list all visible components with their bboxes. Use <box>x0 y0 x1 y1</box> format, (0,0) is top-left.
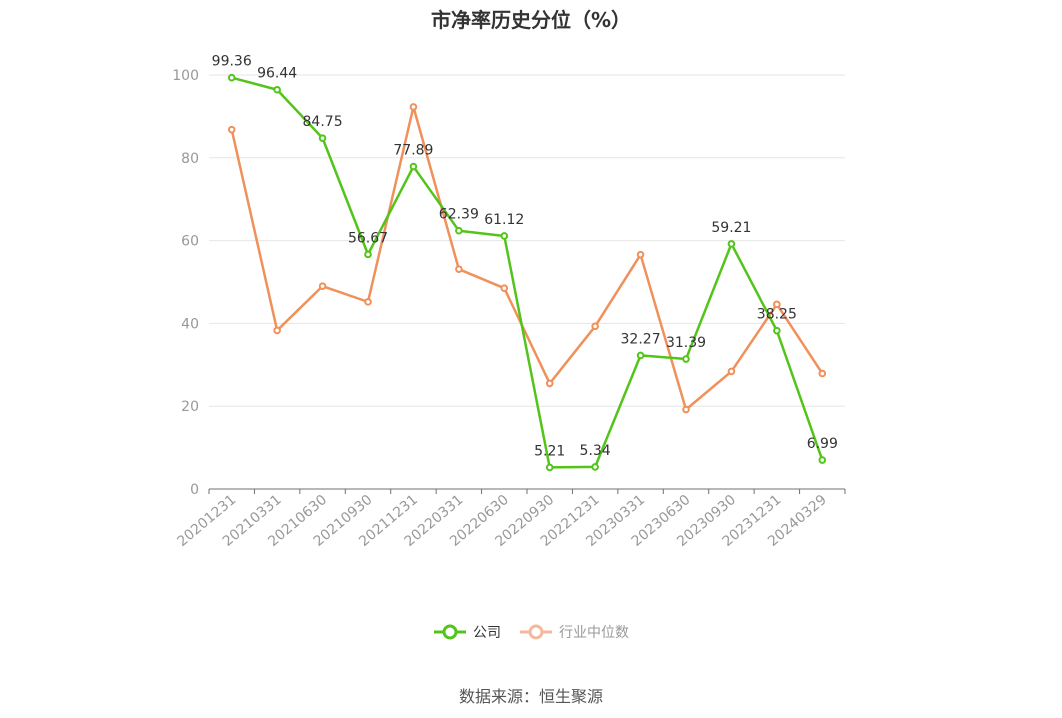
industry-point[interactable] <box>409 103 418 111</box>
company-point[interactable] <box>636 351 645 360</box>
company-data-label: 96.44 <box>257 66 297 82</box>
legend-company-marker <box>434 624 466 640</box>
legend-item-company[interactable]: 公司 <box>433 622 501 642</box>
company-data-label: 61.12 <box>484 212 524 228</box>
company-point[interactable] <box>818 456 827 464</box>
industry-point[interactable] <box>227 125 236 134</box>
industry-point[interactable] <box>455 265 463 273</box>
company-point[interactable] <box>273 85 281 94</box>
company-data-label: 31.39 <box>666 335 706 351</box>
industry-point[interactable] <box>500 284 509 293</box>
company-point[interactable] <box>318 134 327 142</box>
legend-industry-marker <box>520 624 552 640</box>
company-data-label: 84.75 <box>303 114 343 130</box>
industry-series-line <box>230 105 824 411</box>
y-tick-label: 100 <box>172 68 199 84</box>
company-data-label: 62.39 <box>439 207 479 223</box>
company-point[interactable] <box>409 162 418 171</box>
company-data-label: 5.21 <box>534 443 565 459</box>
company-point[interactable] <box>500 232 509 240</box>
y-tick-label: 80 <box>181 151 199 167</box>
legend-item-industry[interactable]: 行业中位数 <box>519 622 629 642</box>
industry-point[interactable] <box>818 369 827 378</box>
legend-industry-label: 行业中位数 <box>559 625 629 641</box>
legend-company-label: 公司 <box>473 625 501 641</box>
company-data-label: 56.67 <box>348 230 388 246</box>
legend: 公司 行业中位数 <box>0 622 1062 642</box>
y-tick-label: 0 <box>190 482 199 498</box>
company-point[interactable] <box>545 463 554 472</box>
industry-point[interactable] <box>682 405 690 414</box>
company-point[interactable] <box>773 326 781 335</box>
company-data-label: 38.25 <box>757 307 797 323</box>
company-series-line <box>231 76 824 469</box>
industry-point[interactable] <box>727 367 736 376</box>
industry-point[interactable] <box>364 298 372 306</box>
industry-point[interactable] <box>591 322 599 331</box>
company-point[interactable] <box>591 463 599 471</box>
company-point[interactable] <box>727 240 736 248</box>
chart-title: 市净率历史分位（%） <box>430 8 632 32</box>
company-data-label: 32.27 <box>621 331 661 347</box>
y-tick-label: 20 <box>181 399 199 415</box>
y-tick-label: 60 <box>181 234 199 250</box>
company-data-label: 77.89 <box>393 143 433 159</box>
company-point[interactable] <box>364 250 372 259</box>
company-point[interactable] <box>682 355 690 363</box>
company-point[interactable] <box>227 73 236 82</box>
industry-point[interactable] <box>545 379 554 388</box>
data-source: 数据来源：恒生聚源 <box>458 687 603 706</box>
company-data-label: 99.36 <box>212 54 252 70</box>
industry-point[interactable] <box>318 282 327 290</box>
industry-point[interactable] <box>273 326 281 335</box>
company-data-label: 5.34 <box>580 443 611 459</box>
company-data-label: 59.21 <box>711 220 751 236</box>
industry-point[interactable] <box>773 300 781 309</box>
company-data-label: 6.99 <box>807 436 838 452</box>
y-tick-label: 40 <box>181 316 199 332</box>
company-point[interactable] <box>455 226 463 235</box>
industry-point[interactable] <box>636 250 645 259</box>
